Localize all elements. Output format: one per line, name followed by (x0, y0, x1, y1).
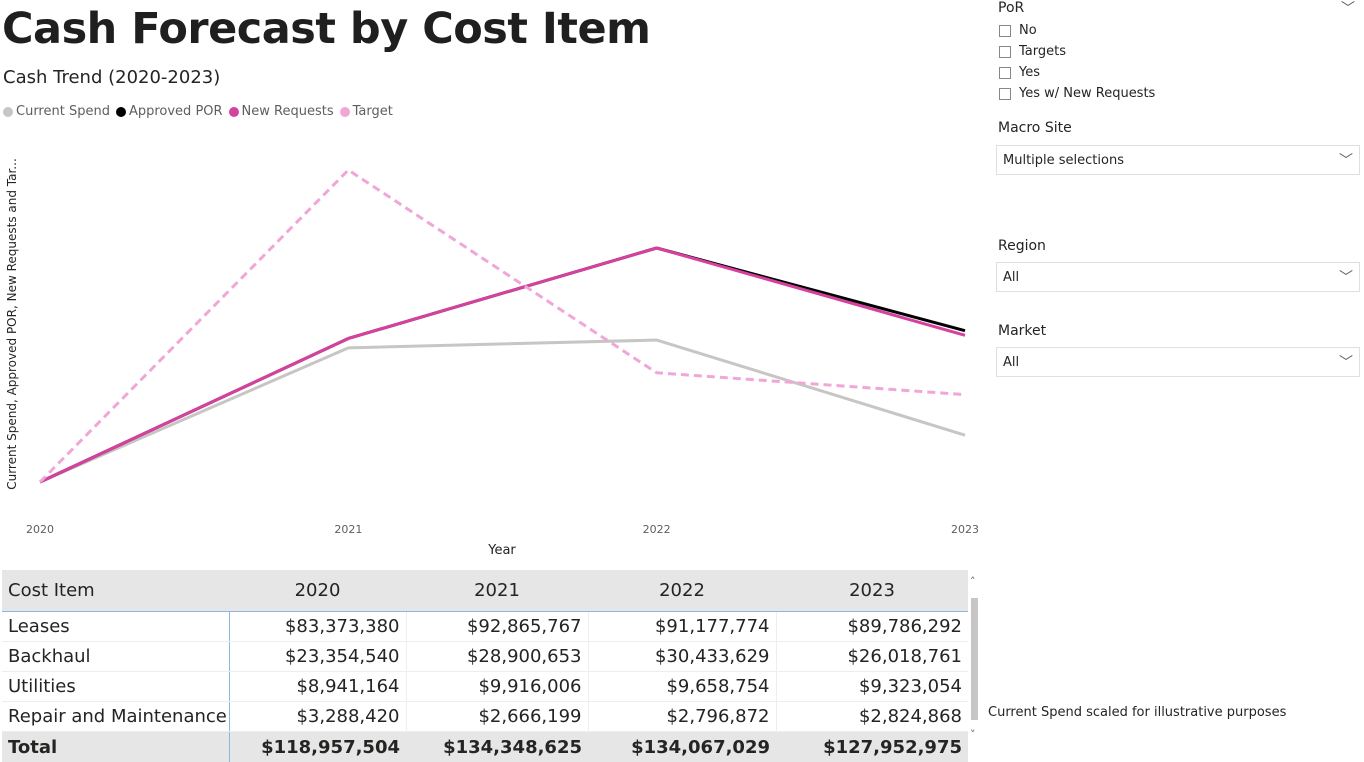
x-tick-label-2023: 2023 (951, 523, 979, 536)
dropdown-value: All (1003, 354, 1020, 370)
dropdown-value: Multiple selections (1003, 152, 1124, 168)
table-scrollbar-thumb[interactable] (971, 598, 978, 720)
cell-value: $3,288,420 (228, 701, 406, 732)
dropdown-value: All (1003, 269, 1020, 285)
chart-legend: Current Spend Approved POR New Requests … (3, 104, 393, 119)
por-option-targets[interactable]: Targets (999, 41, 1155, 62)
option-label: Targets (1019, 44, 1066, 59)
market-slicer-title: Market (998, 323, 1047, 339)
table-row[interactable]: Backhaul $23,354,540 $28,900,653 $30,433… (2, 641, 968, 672)
x-tick-label-2022: 2022 (643, 523, 671, 536)
cell-total-value: $134,067,029 (588, 731, 776, 762)
por-option-yes-new-requests[interactable]: Yes w/ New Requests (999, 83, 1155, 104)
market-dropdown[interactable]: All ﹀ (996, 347, 1360, 377)
cell-cost-item: Repair and Maintenance (2, 701, 230, 732)
checkbox[interactable] (999, 45, 1011, 58)
cell-total-value: $127,952,975 (776, 731, 968, 762)
legend-marker (339, 106, 350, 117)
legend-item-new-requests[interactable]: New Requests (228, 104, 334, 119)
macro-site-slicer-title: Macro Site (998, 120, 1072, 136)
series-layer (38, 168, 966, 484)
cell-value: $2,666,199 (405, 701, 588, 732)
cell-value: $91,177,774 (587, 611, 776, 642)
table-row[interactable]: Repair and Maintenance $3,288,420 $2,666… (2, 701, 968, 732)
cell-value: $9,658,754 (587, 671, 776, 702)
cell-value: $28,900,653 (405, 641, 588, 672)
footnote: Current Spend scaled for illustrative pu… (988, 705, 1287, 720)
series-line-approved-por[interactable] (39, 246, 966, 484)
por-slicer-title: PoR (998, 0, 1025, 16)
cell-cost-item: Utilities (2, 671, 230, 702)
legend-marker (3, 106, 13, 117)
legend-item-approved-por[interactable]: Approved POR (115, 104, 223, 119)
cell-value: $2,796,872 (587, 701, 776, 732)
cell-total-label: Total (2, 731, 230, 762)
legend-item-current-spend[interactable]: Current Spend (3, 104, 110, 119)
cell-value: $8,941,164 (228, 671, 406, 702)
region-dropdown[interactable]: All ﹀ (996, 262, 1360, 292)
legend-label: Target (352, 104, 393, 119)
option-label: No (1019, 23, 1037, 38)
cell-value: $26,018,761 (775, 641, 968, 672)
region-slicer-title: Region (998, 238, 1046, 254)
x-tick-label-2020: 2020 (26, 523, 54, 536)
column-header-2022[interactable]: 2022 (588, 570, 776, 612)
cell-value: $9,323,054 (775, 671, 968, 702)
legend-label: Current Spend (16, 104, 110, 119)
table-row[interactable]: Leases $83,373,380 $92,865,767 $91,177,7… (2, 611, 968, 642)
x-axis-title: Year (487, 543, 516, 558)
cell-total-value: $134,348,625 (406, 731, 588, 762)
table-header-row: Cost Item 2020 2021 2022 2023 (2, 570, 968, 612)
por-option-yes[interactable]: Yes (999, 62, 1155, 83)
cost-item-table: Cost Item 2020 2021 2022 2023 Leases $83… (2, 570, 968, 762)
line-chart[interactable]: 2020 2021 2022 2023 Year (0, 125, 985, 565)
scroll-up-arrow-icon[interactable]: ˄ (970, 575, 976, 588)
legend-marker (228, 106, 239, 117)
column-header-2023[interactable]: 2023 (776, 570, 968, 612)
series-line-target[interactable] (38, 168, 966, 484)
cell-cost-item: Leases (2, 611, 230, 642)
por-slicer: PoR (998, 0, 1024, 16)
cell-value: $30,433,629 (587, 641, 776, 672)
cell-cost-item: Backhaul (2, 641, 230, 672)
legend-marker (115, 106, 126, 117)
legend-label: Approved POR (128, 104, 223, 119)
checkbox[interactable] (999, 87, 1011, 100)
cell-value: $92,865,767 (405, 611, 588, 642)
chevron-down-icon: ﹀ (1339, 270, 1353, 286)
por-option-no[interactable]: No (999, 20, 1155, 41)
x-tick-label-2021: 2021 (334, 523, 362, 536)
table-row[interactable]: Utilities $8,941,164 $9,916,006 $9,658,7… (2, 671, 968, 702)
por-options: No Targets Yes Yes w/ New Requests (999, 20, 1155, 104)
legend-label: New Requests (241, 104, 334, 119)
cell-value: $89,786,292 (775, 611, 968, 642)
chevron-down-icon: ﹀ (1339, 153, 1353, 169)
legend-item-target[interactable]: Target (339, 104, 393, 119)
series-line-new-requests[interactable] (39, 246, 966, 484)
cell-value: $2,824,868 (775, 701, 968, 732)
option-label: Yes w/ New Requests (1019, 86, 1156, 101)
checkbox[interactable] (999, 24, 1011, 37)
table-total-row: Total $118,957,504 $134,348,625 $134,067… (2, 731, 968, 762)
cell-value: $9,916,006 (405, 671, 588, 702)
page-title: Cash Forecast by Cost Item (2, 4, 651, 54)
chart-title: Cash Trend (2020-2023) (3, 67, 221, 88)
column-header-cost-item[interactable]: Cost Item (2, 570, 229, 612)
scroll-down-arrow-icon[interactable]: ˅ (970, 728, 976, 741)
checkbox[interactable] (999, 66, 1011, 79)
cell-value: $83,373,380 (228, 611, 406, 642)
column-header-2021[interactable]: 2021 (406, 570, 588, 612)
cell-total-value: $118,957,504 (229, 731, 406, 762)
chevron-down-icon: ﹀ (1339, 355, 1353, 371)
column-header-2020[interactable]: 2020 (229, 570, 406, 612)
cell-value: $23,354,540 (228, 641, 406, 672)
option-label: Yes (1019, 65, 1040, 80)
chevron-down-icon[interactable]: ﹀ (1341, 1, 1355, 17)
x-axis-ticks: 2020 2021 2022 2023 (26, 523, 979, 536)
series-line-current-spend[interactable] (39, 338, 966, 484)
macro-site-dropdown[interactable]: Multiple selections ﹀ (996, 145, 1360, 175)
